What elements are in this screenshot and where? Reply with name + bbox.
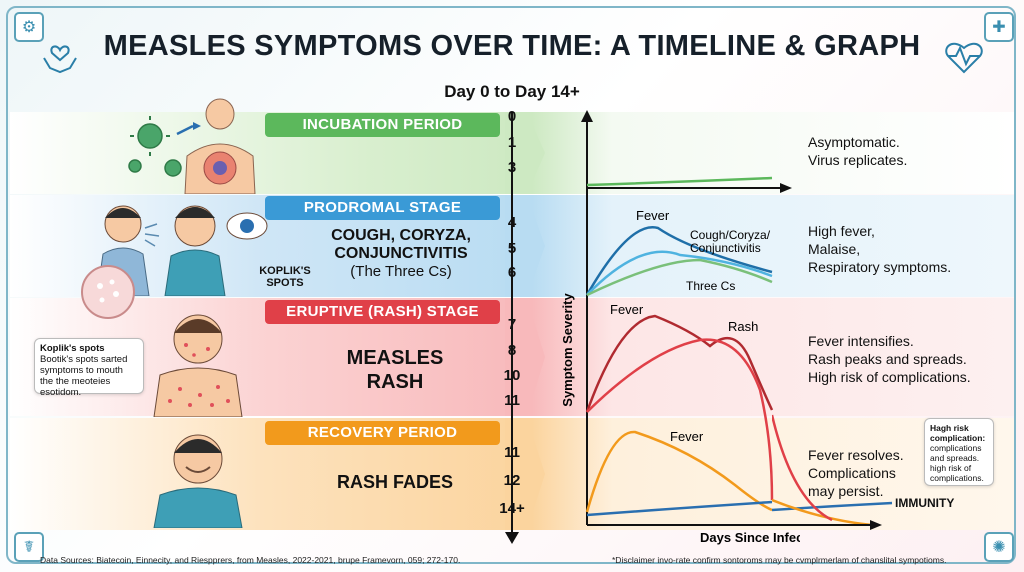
recovery-description: Fever resolves. Complications may persis… xyxy=(808,447,904,499)
koplik-callout: Koplik's spots Bootik's spots sarted sym… xyxy=(34,338,144,398)
heart-pulse-icon xyxy=(945,42,983,74)
incubation-description: Asymptomatic. Virus replicates. xyxy=(808,134,908,168)
footer-disclaimer: *Disclaimer invo-rate confirm sontoroms … xyxy=(612,555,947,565)
fever-recovery-label: Fever xyxy=(670,429,704,444)
gear-icon: ⚙ xyxy=(14,12,44,42)
day-label: 0 xyxy=(507,108,517,125)
rash-label: Rash xyxy=(728,319,758,334)
day-label: 3 xyxy=(507,159,517,176)
graph-right-extension xyxy=(772,414,893,530)
severity-graph: Symptom Severity Fever Cough/Coryza/ Con… xyxy=(560,110,800,545)
hands-heart-icon xyxy=(43,45,77,74)
coughing-children-illustration xyxy=(96,205,268,296)
prodromal-main-text: COUGH, CORYZA, CONJUNCTIVITIS (The Three… xyxy=(331,227,471,280)
page-frame xyxy=(6,6,1016,564)
page-title: MEASLES SYMPTOMS OVER TIME: A TIMELINE &… xyxy=(103,30,921,62)
three-cs-top-label-2: Conjunctivitis xyxy=(690,241,761,255)
footer-sources: Data Sources: Biatecoin, Einnecity, and … xyxy=(40,555,461,565)
immunity-curve xyxy=(586,500,773,517)
x-axis-label: Days Since Infection xyxy=(700,530,800,545)
koplik-mouth-illustration xyxy=(81,265,135,319)
page-subtitle: Day 0 to Day 14+ xyxy=(444,82,580,101)
day-label: 12 xyxy=(503,472,521,489)
rash-child-illustration xyxy=(153,314,243,417)
fever-rash-curve xyxy=(585,314,774,413)
day-label: 8 xyxy=(507,342,517,359)
day-label: 11 xyxy=(504,444,520,461)
three-cs-curve xyxy=(586,250,773,296)
recovery-chevron xyxy=(505,418,545,530)
stage-label-incubation: INCUBATION PERIOD xyxy=(265,113,500,137)
eruptive-description: Fever intensifies. Rash peaks and spread… xyxy=(808,333,971,385)
three-cs-green-curve xyxy=(586,258,773,297)
y-axis-label: Symptom Severity xyxy=(560,293,575,407)
stage-label-prodromal: PRODROMAL STAGE xyxy=(265,196,500,220)
medical-star-icon: ✚ xyxy=(984,12,1014,42)
stage-label-recovery: RECOVERY PERIOD xyxy=(265,421,500,445)
koplik-spots-label: KOPLIK'S SPOTS xyxy=(259,265,311,289)
recovered-child-illustration xyxy=(153,434,243,528)
day-label: 5 xyxy=(507,240,517,257)
risk-callout: Hagh risk complication: complications an… xyxy=(924,418,994,486)
fever-recovery-curve xyxy=(585,430,773,513)
day-label: 14+ xyxy=(499,500,525,517)
day-label: 11 xyxy=(504,392,520,409)
y-axis-arrow-icon xyxy=(581,110,593,122)
day-label: 7 xyxy=(507,316,517,333)
day-label: 4 xyxy=(507,214,517,231)
stage-label-eruptive: ERUPTIVE (RASH) STAGE xyxy=(265,300,500,324)
fever-prodromal-curve xyxy=(585,225,773,296)
three-cs-top-label-1: Cough/Coryza/ xyxy=(690,228,771,242)
fever-rash-label: Fever xyxy=(610,302,644,317)
eruptive-chevron xyxy=(505,298,545,416)
prodromal-chevron xyxy=(505,195,545,297)
virus-body-illustration xyxy=(128,98,256,194)
incubation-chevron xyxy=(505,112,545,194)
incubation-curve xyxy=(586,176,773,187)
timeline-axis xyxy=(511,112,513,536)
rash-curve xyxy=(586,338,774,501)
recovery-main-text: RASH FADES xyxy=(336,472,453,492)
day-label: 1 xyxy=(507,134,517,151)
eruptive-main-text: MEASLES RASH xyxy=(346,347,444,393)
prodromal-description: High fever, Malaise, Respiratory symptom… xyxy=(808,223,952,275)
immunity-label: IMMUNITY xyxy=(895,496,955,510)
day-label: 10 xyxy=(503,367,521,384)
timeline-arrow-icon xyxy=(505,532,519,544)
day-label: 6 xyxy=(507,264,517,281)
fever-prodromal-label: Fever xyxy=(636,208,670,223)
caduceus-icon: ☤ xyxy=(14,532,44,562)
three-cs-label: Three Cs xyxy=(686,279,735,293)
brain-icon: ✺ xyxy=(984,532,1014,562)
